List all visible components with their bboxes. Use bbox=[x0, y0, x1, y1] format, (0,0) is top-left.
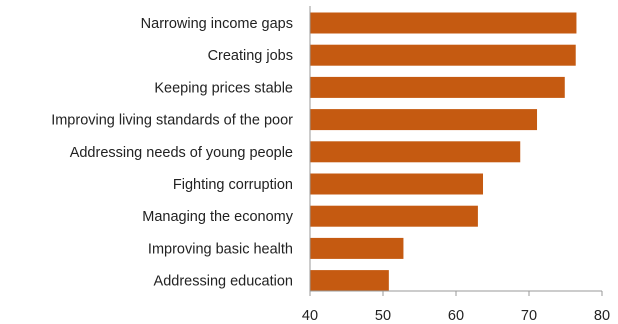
bar bbox=[310, 205, 478, 227]
bar bbox=[310, 109, 538, 131]
category-label: Addressing education bbox=[154, 274, 293, 290]
category-label: Managing the economy bbox=[142, 209, 293, 225]
bar bbox=[310, 173, 484, 195]
category-label: Improving living standards of the poor bbox=[51, 113, 293, 129]
bar bbox=[310, 141, 521, 163]
bar bbox=[310, 270, 389, 292]
category-labels: Narrowing income gaps Creating jobs Keepin… bbox=[51, 16, 294, 290]
category-label: Improving basic health bbox=[148, 241, 293, 257]
bar bbox=[310, 237, 404, 259]
x-tick-label: 70 bbox=[521, 308, 537, 324]
x-ticks: 40 50 60 70 80 bbox=[302, 291, 610, 324]
x-tick-label: 50 bbox=[375, 308, 391, 324]
bar bbox=[310, 44, 576, 66]
category-label: Creating jobs bbox=[208, 48, 293, 64]
category-label: Keeping prices stable bbox=[154, 80, 293, 96]
bar bbox=[310, 12, 577, 34]
x-tick-label: 40 bbox=[302, 308, 318, 324]
bars-group bbox=[310, 12, 577, 292]
x-tick-label: 60 bbox=[448, 308, 464, 324]
x-tick-label: 80 bbox=[594, 308, 610, 324]
category-label: Narrowing income gaps bbox=[141, 16, 293, 32]
category-label: Fighting corruption bbox=[173, 177, 293, 193]
category-label: Addressing needs of young people bbox=[70, 145, 293, 161]
bar bbox=[310, 76, 565, 98]
